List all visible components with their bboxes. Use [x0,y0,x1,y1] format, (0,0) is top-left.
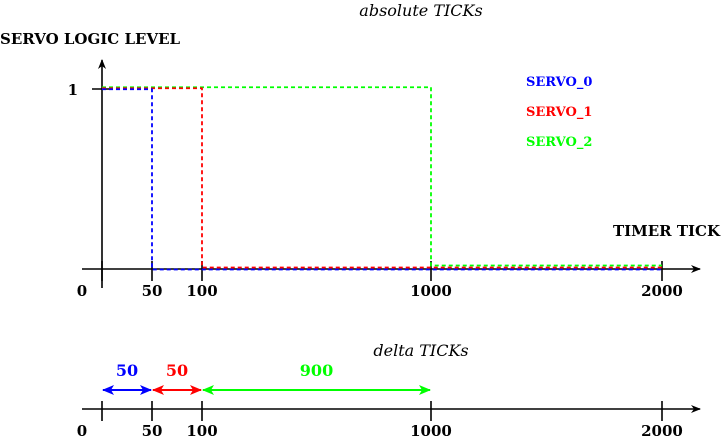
legend-entry-servo-2: SERVO_2 [526,135,592,150]
legend-entry-servo-1: SERVO_1 [526,105,592,120]
series-line-servo-1 [102,87,662,269]
top-x-tick-label-1000: 1000 [410,282,452,300]
legend-entry-servo-0: SERVO_0 [526,75,592,90]
series-line-servo-2 [102,86,662,267]
bottom-x-tick-label-0: 0 [77,422,87,440]
bottom-x-ticks: 0 50 100 1000 2000 [77,401,683,440]
top-x-tick-label-100: 100 [186,282,217,300]
delta-label-2: 900 [300,361,333,380]
bottom-chart-title: delta TICKs [373,341,468,360]
bottom-x-tick-label-1000: 1000 [410,422,452,440]
top-x-tick-label-2000: 2000 [641,282,683,300]
bottom-x-tick-label-50: 50 [142,422,163,440]
top-x-ticks: 0 50 100 1000 2000 [77,261,683,300]
y-axis-label: SERVO LOGIC LEVEL [0,30,181,48]
series-group [102,86,662,271]
bottom-x-tick-label-2000: 2000 [641,422,683,440]
top-axes: 1 [68,59,701,288]
series-line-servo-0 [102,88,662,271]
top-chart-title: absolute TICKs [359,1,482,20]
delta-label-1: 50 [166,361,188,380]
x-axis-label: TIMER TICK [613,222,721,240]
delta-arrows: 50 50 900 [102,361,431,395]
top-x-tick-label-50: 50 [142,282,163,300]
delta-label-0: 50 [116,361,138,380]
legend: SERVO_0 SERVO_1 SERVO_2 [526,75,592,150]
bottom-x-tick-label-100: 100 [186,422,217,440]
top-x-tick-label-0: 0 [77,282,87,300]
y-tick-label-1: 1 [68,81,78,99]
